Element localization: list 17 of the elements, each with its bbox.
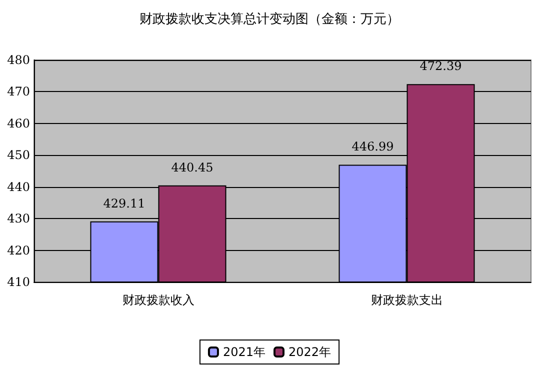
- data-label: 429.11: [103, 196, 146, 210]
- x-tick-label: 财政拨款支出: [370, 293, 443, 307]
- legend-label: 2021年: [222, 345, 266, 359]
- chart-title: 财政拨款收支决算总计变动图（金额：万元）: [140, 12, 400, 27]
- y-tick-label: 480: [7, 53, 30, 67]
- y-tick-label: 450: [7, 148, 30, 162]
- y-tick-label: 430: [7, 212, 30, 226]
- data-label: 472.39: [420, 59, 462, 74]
- x-tick-label: 财政拨款收入: [122, 293, 194, 307]
- data-label: 440.45: [171, 160, 214, 174]
- y-tick-label: 470: [7, 84, 30, 99]
- y-tick-label: 410: [7, 275, 30, 289]
- data-label: 446.99: [352, 140, 394, 154]
- legend-label: 2022年: [288, 345, 332, 359]
- y-tick-label: 440: [7, 180, 30, 194]
- y-tick-label: 420: [7, 243, 30, 258]
- y-tick-label: 460: [7, 116, 30, 130]
